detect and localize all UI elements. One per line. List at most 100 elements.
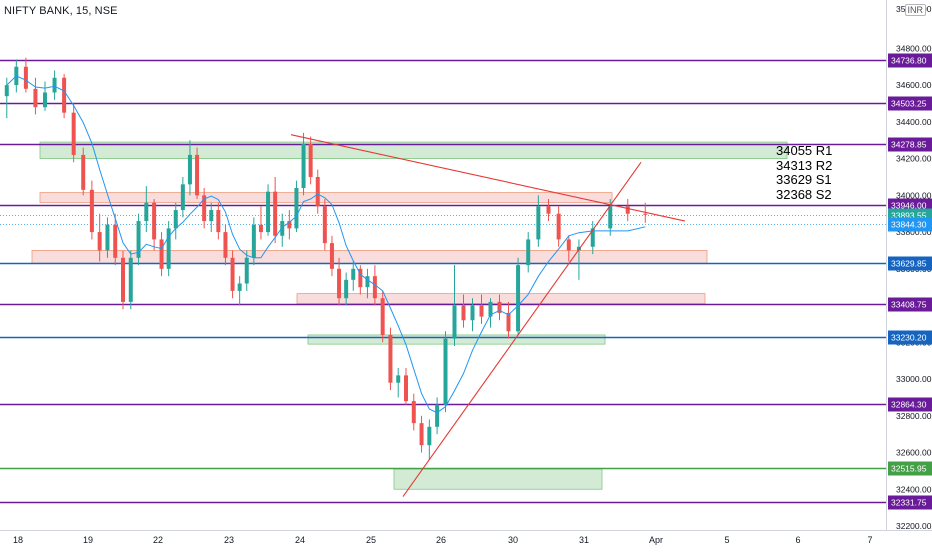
candle-body: [81, 154, 86, 190]
level-label-bg: [888, 330, 932, 345]
level-label: 33629.85: [891, 259, 927, 269]
x-tick-label: 6: [795, 535, 800, 545]
candle-body: [427, 426, 432, 446]
level-label: 32331.75: [891, 498, 927, 508]
price-label: 33844.30: [891, 220, 927, 230]
x-tick-label: 19: [83, 535, 93, 545]
candle-body: [470, 305, 475, 321]
y-tick-label: 33000.00: [896, 374, 932, 384]
note-s2: 32368 S2: [776, 186, 832, 202]
candle-body: [479, 305, 484, 317]
candle-body: [23, 66, 28, 89]
candle-body: [625, 206, 630, 214]
candle-body: [526, 239, 531, 266]
candle-body: [71, 112, 76, 155]
candle-body: [216, 210, 221, 233]
candle-body: [411, 401, 416, 424]
x-tick-label: 7: [867, 535, 872, 545]
candle-body: [365, 276, 370, 288]
candle-body: [202, 195, 207, 222]
candle-body: [258, 224, 263, 233]
candle-body: [380, 298, 385, 335]
level-label-bg: [888, 495, 932, 510]
trendline-resistance: [290, 134, 686, 222]
x-tick-label: 31: [579, 535, 589, 545]
price-label: 33893.55: [891, 211, 927, 221]
zone-supply: [31, 250, 708, 264]
candle-body: [556, 213, 561, 240]
candle-body: [223, 232, 228, 258]
zone-demand: [393, 468, 603, 490]
candle-body: [237, 283, 242, 291]
level-label: 32515.95: [891, 464, 927, 474]
candle-body: [187, 154, 192, 185]
candle-body: [105, 224, 110, 251]
candle-body: [287, 221, 292, 229]
levels-note: 34055 R1 34313 R2 33629 S1 32368 S2: [776, 143, 832, 202]
x-tick-label: 5: [724, 535, 729, 545]
candle-body: [404, 375, 408, 402]
y-tick-label: 32800.00: [896, 411, 932, 421]
candle-body: [97, 232, 102, 251]
candle-body: [251, 224, 256, 258]
level-label: 33408.75: [891, 300, 927, 310]
level-label: 33946.00: [891, 201, 927, 211]
candle-body: [4, 85, 9, 97]
candle-body: [273, 191, 278, 236]
x-tick-label: 25: [366, 535, 376, 545]
candle-body: [89, 189, 94, 233]
candle-body: [301, 143, 306, 188]
note-s1: 33629 S1: [776, 172, 832, 187]
level-label: 32864.30: [891, 400, 927, 410]
y-tick-label: 33800.00: [896, 227, 932, 237]
x-tick-label: Apr: [649, 535, 663, 545]
y-tick-label: 34800.00: [896, 43, 932, 53]
level-label-bg: [888, 137, 932, 152]
candle-body: [195, 154, 200, 196]
candle-body: [43, 92, 47, 108]
symbol-title: NIFTY BANK, 15, NSE: [4, 5, 118, 17]
candle-body: [536, 206, 541, 240]
y-tick-label: 32400.00: [896, 484, 932, 494]
y-tick-label: 34600.00: [896, 80, 932, 90]
candle-body: [461, 305, 466, 321]
candle-body: [396, 375, 401, 383]
level-label-bg: [888, 297, 932, 312]
candle-body: [230, 257, 235, 291]
price-label-bg: [888, 217, 932, 232]
candle-body: [113, 224, 118, 258]
zone-demand: [39, 141, 788, 160]
y-tick-label: 34400.00: [896, 117, 932, 127]
x-tick-label: 18: [13, 535, 23, 545]
candle-body: [608, 206, 613, 229]
candle-body: [159, 239, 164, 269]
candle-body: [315, 176, 320, 207]
x-tick-label: 26: [436, 535, 446, 545]
candle-body: [351, 268, 356, 280]
candle-body: [358, 268, 363, 288]
candle-body: [372, 276, 377, 299]
level-label-bg: [888, 397, 932, 412]
level-label: 33230.20: [891, 333, 927, 343]
candle-body: [152, 202, 157, 240]
x-tick-label: 23: [224, 535, 234, 545]
trendline-support: [402, 161, 642, 497]
candle-body: [33, 88, 38, 108]
zone-supply: [39, 192, 613, 204]
y-tick-label: 32600.00: [896, 448, 932, 458]
level-label: 34736.80: [891, 56, 927, 66]
candle-body: [516, 265, 521, 332]
x-tick-label: 24: [295, 535, 305, 545]
y-tick-label: 34200.00: [896, 154, 932, 164]
candle-body: [497, 301, 502, 313]
level-label-bg: [888, 96, 932, 111]
level-label-bg: [888, 53, 932, 68]
candle-body: [419, 423, 424, 446]
candle-body: [337, 268, 342, 299]
candle-body: [344, 279, 349, 299]
level-label: 34278.85: [891, 140, 927, 150]
candle-body: [144, 202, 149, 222]
level-label-bg: [888, 256, 932, 271]
